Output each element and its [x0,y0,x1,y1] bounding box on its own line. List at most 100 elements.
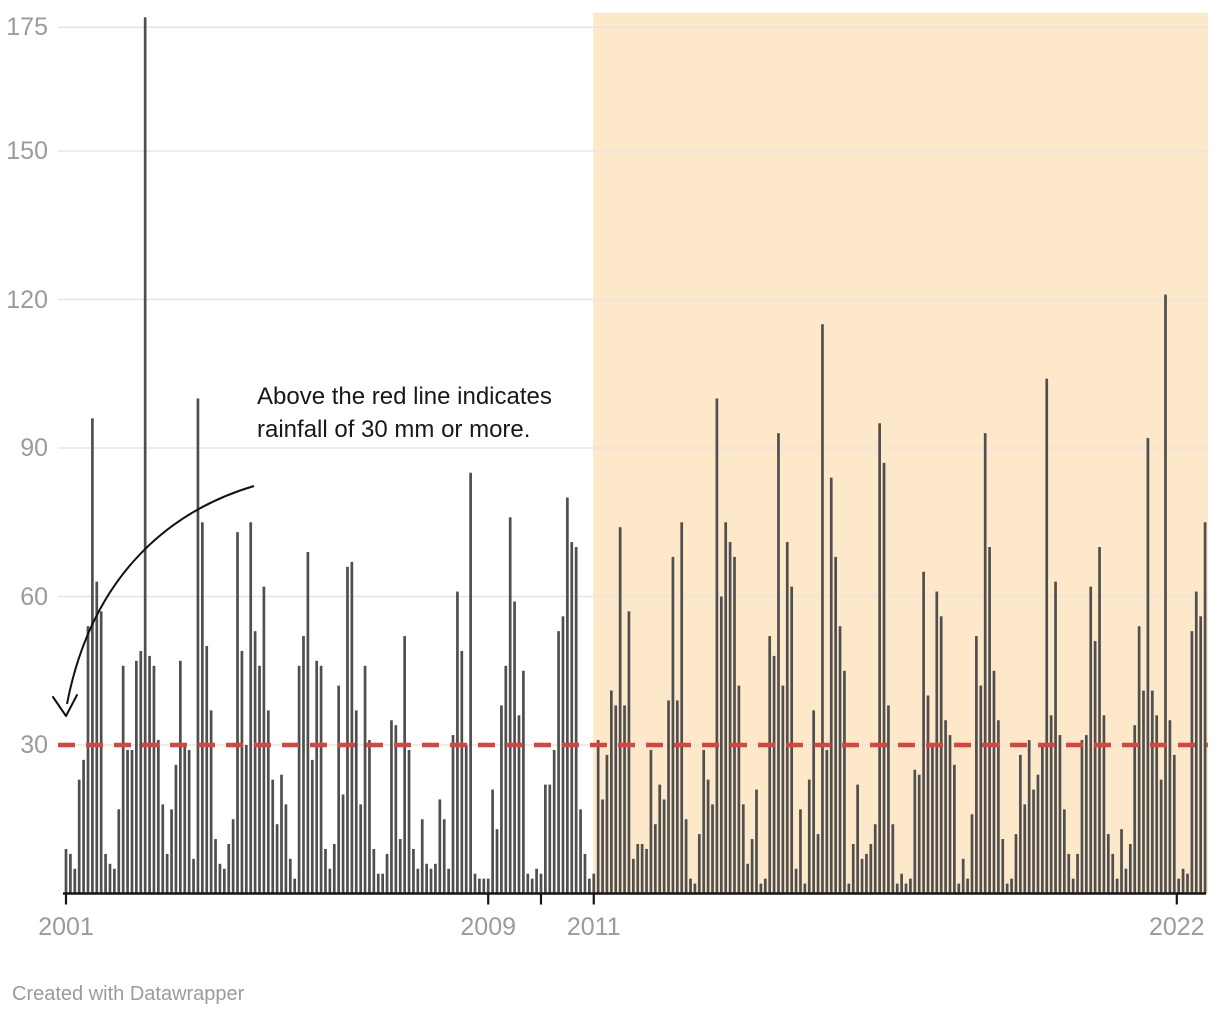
bar [588,878,591,894]
bar [706,779,710,894]
bar [684,819,688,894]
bar [372,848,376,894]
bar [438,799,442,894]
bar [64,848,68,894]
y-tick-label-120: 120 [6,285,48,314]
bar [579,809,582,894]
bar [1146,438,1150,894]
bar [715,398,719,894]
bar [1120,829,1123,894]
bar [113,868,116,894]
bar [1049,715,1053,894]
bar [275,824,279,894]
bar [1142,690,1145,894]
bar [781,685,785,894]
bar [398,839,402,894]
bar [192,858,195,894]
bar [209,710,213,894]
bar [539,873,543,894]
bar [733,556,736,894]
bar [108,863,112,894]
bar [354,710,358,894]
bar [1106,834,1110,894]
bar [922,571,925,894]
bar [865,853,868,894]
bar [104,853,107,894]
bar [451,735,455,894]
bar [473,873,477,894]
bar [240,650,244,894]
bar [724,522,728,894]
bar [847,883,851,894]
bar [394,725,398,894]
bar [218,863,222,894]
bar [196,398,200,894]
bar [869,844,873,894]
bar [746,863,750,894]
bar [970,814,974,894]
bar [1067,853,1071,894]
bar [328,868,332,894]
bar [376,873,380,894]
bar [645,848,648,894]
bar [368,740,371,894]
bar [530,878,534,894]
bar [526,873,530,894]
bar [262,586,266,894]
bar [803,883,807,894]
bar [812,710,816,894]
bar [689,878,692,894]
bar [271,779,275,894]
bar [1027,740,1031,894]
y-tick-label-30: 30 [20,731,48,759]
bar [895,883,899,894]
bar [891,824,895,894]
bar [851,844,855,894]
bar [200,522,204,894]
bar [1010,878,1013,894]
highlight-band [593,13,1208,894]
bar [1032,789,1035,894]
bar [407,749,411,894]
bar [909,878,912,894]
bar [139,650,143,894]
bar [1019,754,1022,894]
bar [332,844,336,894]
bar [1111,853,1115,894]
bar [777,433,780,894]
bar [288,858,292,894]
bar [548,784,552,894]
bar [310,759,314,894]
bar [1172,754,1176,894]
bar [1014,834,1018,894]
bar [174,764,178,894]
bar [460,650,464,894]
bar [187,749,191,894]
bar [482,878,486,894]
y-tick-label-60: 60 [20,582,48,611]
bar [135,660,138,894]
bar [931,745,934,894]
bar [165,853,169,894]
bar [434,863,437,894]
bar [992,670,996,894]
bar [719,596,723,894]
bar [1058,735,1062,894]
bar [148,655,151,894]
x-tick-label-2001: 2001 [38,913,94,941]
bar [447,868,450,894]
bar [412,848,415,894]
bar [583,853,587,894]
bar [73,868,77,894]
bar [315,660,319,894]
bar [1203,522,1207,894]
bar [702,749,706,894]
bar [693,883,697,894]
bar [601,799,604,894]
bar [495,829,499,894]
bar [346,566,349,894]
y-tick-label-175: 175 [6,13,48,42]
bar [1137,626,1141,894]
bar [214,839,217,894]
